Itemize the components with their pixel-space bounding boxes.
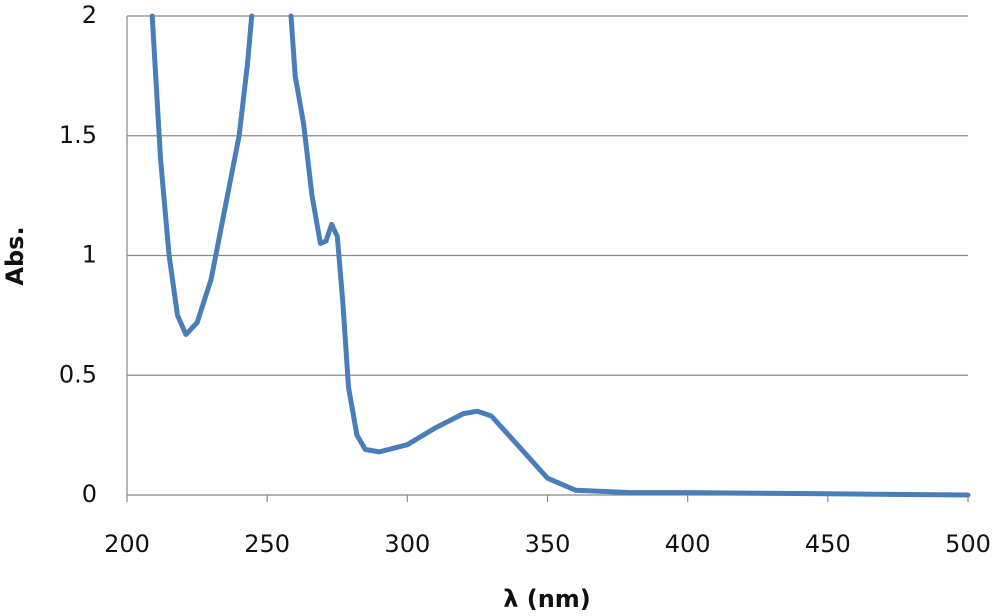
x-tick-label: 300 [384, 530, 430, 558]
x-tick-label: 400 [665, 530, 711, 558]
x-axis-title: λ (nm) [503, 585, 591, 613]
y-tick-label: 2 [82, 1, 97, 29]
x-tick-label: 200 [104, 530, 150, 558]
y-tick-label: 0.5 [59, 360, 97, 388]
y-tick-label: 0 [82, 480, 97, 508]
y-tick-label: 1.5 [59, 121, 97, 149]
x-tick-label: 350 [525, 530, 571, 558]
y-tick-label: 1 [82, 241, 97, 269]
x-tick-label: 500 [945, 530, 991, 558]
x-tick-label: 450 [805, 530, 851, 558]
x-tick-label: 250 [244, 530, 290, 558]
y-axis-title: Abs. [1, 226, 29, 285]
data-line [149, 13, 971, 498]
